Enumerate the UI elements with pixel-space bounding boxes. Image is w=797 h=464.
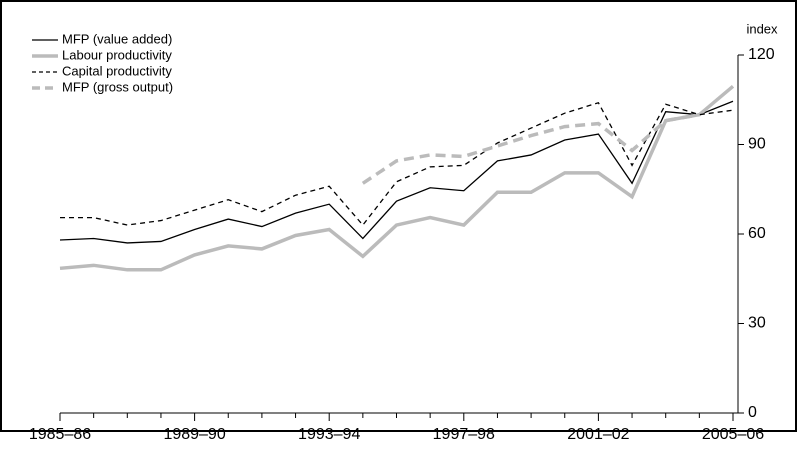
series-line (60, 101, 734, 227)
chart-frame (0, 0, 797, 432)
legend-label: MFP (value added) (62, 31, 172, 46)
y-axis-label: index (746, 21, 778, 36)
x-tick-label: 1985–86 (29, 426, 91, 443)
y-tick-label: 120 (748, 46, 775, 63)
y-tick-label: 90 (748, 136, 766, 153)
series-line (361, 112, 700, 185)
series-line (59, 100, 734, 244)
y-tick-label: 30 (748, 315, 766, 332)
legend-label: MFP (gross output) (62, 79, 173, 94)
x-tick-label: 2001–02 (567, 426, 629, 443)
x-tick-label: 2005–06 (702, 426, 764, 443)
legend-label: Labour productivity (62, 47, 172, 62)
y-tick-label: 0 (748, 404, 757, 421)
y-tick-label: 60 (748, 225, 766, 242)
x-tick-label: 1997–98 (433, 426, 495, 443)
x-tick-label: 1989–90 (163, 426, 225, 443)
series-line (59, 84, 735, 272)
x-tick-label: 1993–94 (298, 426, 360, 443)
legend-label: Capital productivity (62, 63, 172, 78)
